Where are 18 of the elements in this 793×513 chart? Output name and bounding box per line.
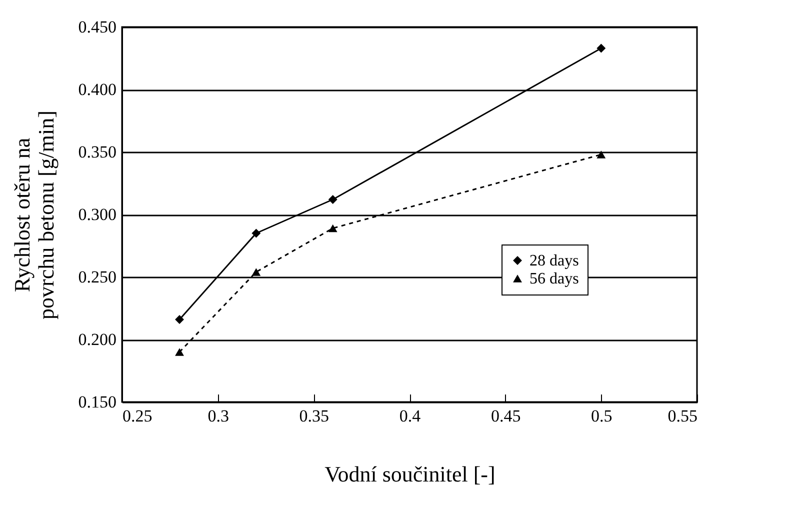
legend-label: 56 days	[530, 270, 579, 288]
y-tick-label: 0.300	[78, 205, 116, 224]
x-tick-label: 0.25	[122, 406, 152, 426]
x-tick-label: 0.5	[591, 406, 612, 426]
y-tick-label: 0.400	[78, 80, 116, 99]
y-axis-title: Rychlost otěru na povrchu betonu [g/min]	[9, 110, 58, 320]
x-axis-title: Vodní součinitel [-]	[324, 462, 496, 486]
x-tick-label: 0.3	[208, 406, 229, 426]
x-tick-label: 0.4	[399, 406, 422, 426]
y-tick-label: 0.150	[78, 392, 116, 412]
y-tick-label: 0.200	[78, 330, 116, 349]
x-tick-label: 0.45	[490, 406, 521, 426]
x-tick-label: 0.35	[299, 406, 330, 426]
y-tick-label: 0.450	[78, 18, 116, 36]
x-tick-label: 0.55	[668, 406, 698, 426]
legend-label: 28 days	[530, 252, 579, 270]
y-tick-label: 0.350	[78, 142, 116, 162]
y-tick-label: 0.250	[78, 268, 116, 286]
